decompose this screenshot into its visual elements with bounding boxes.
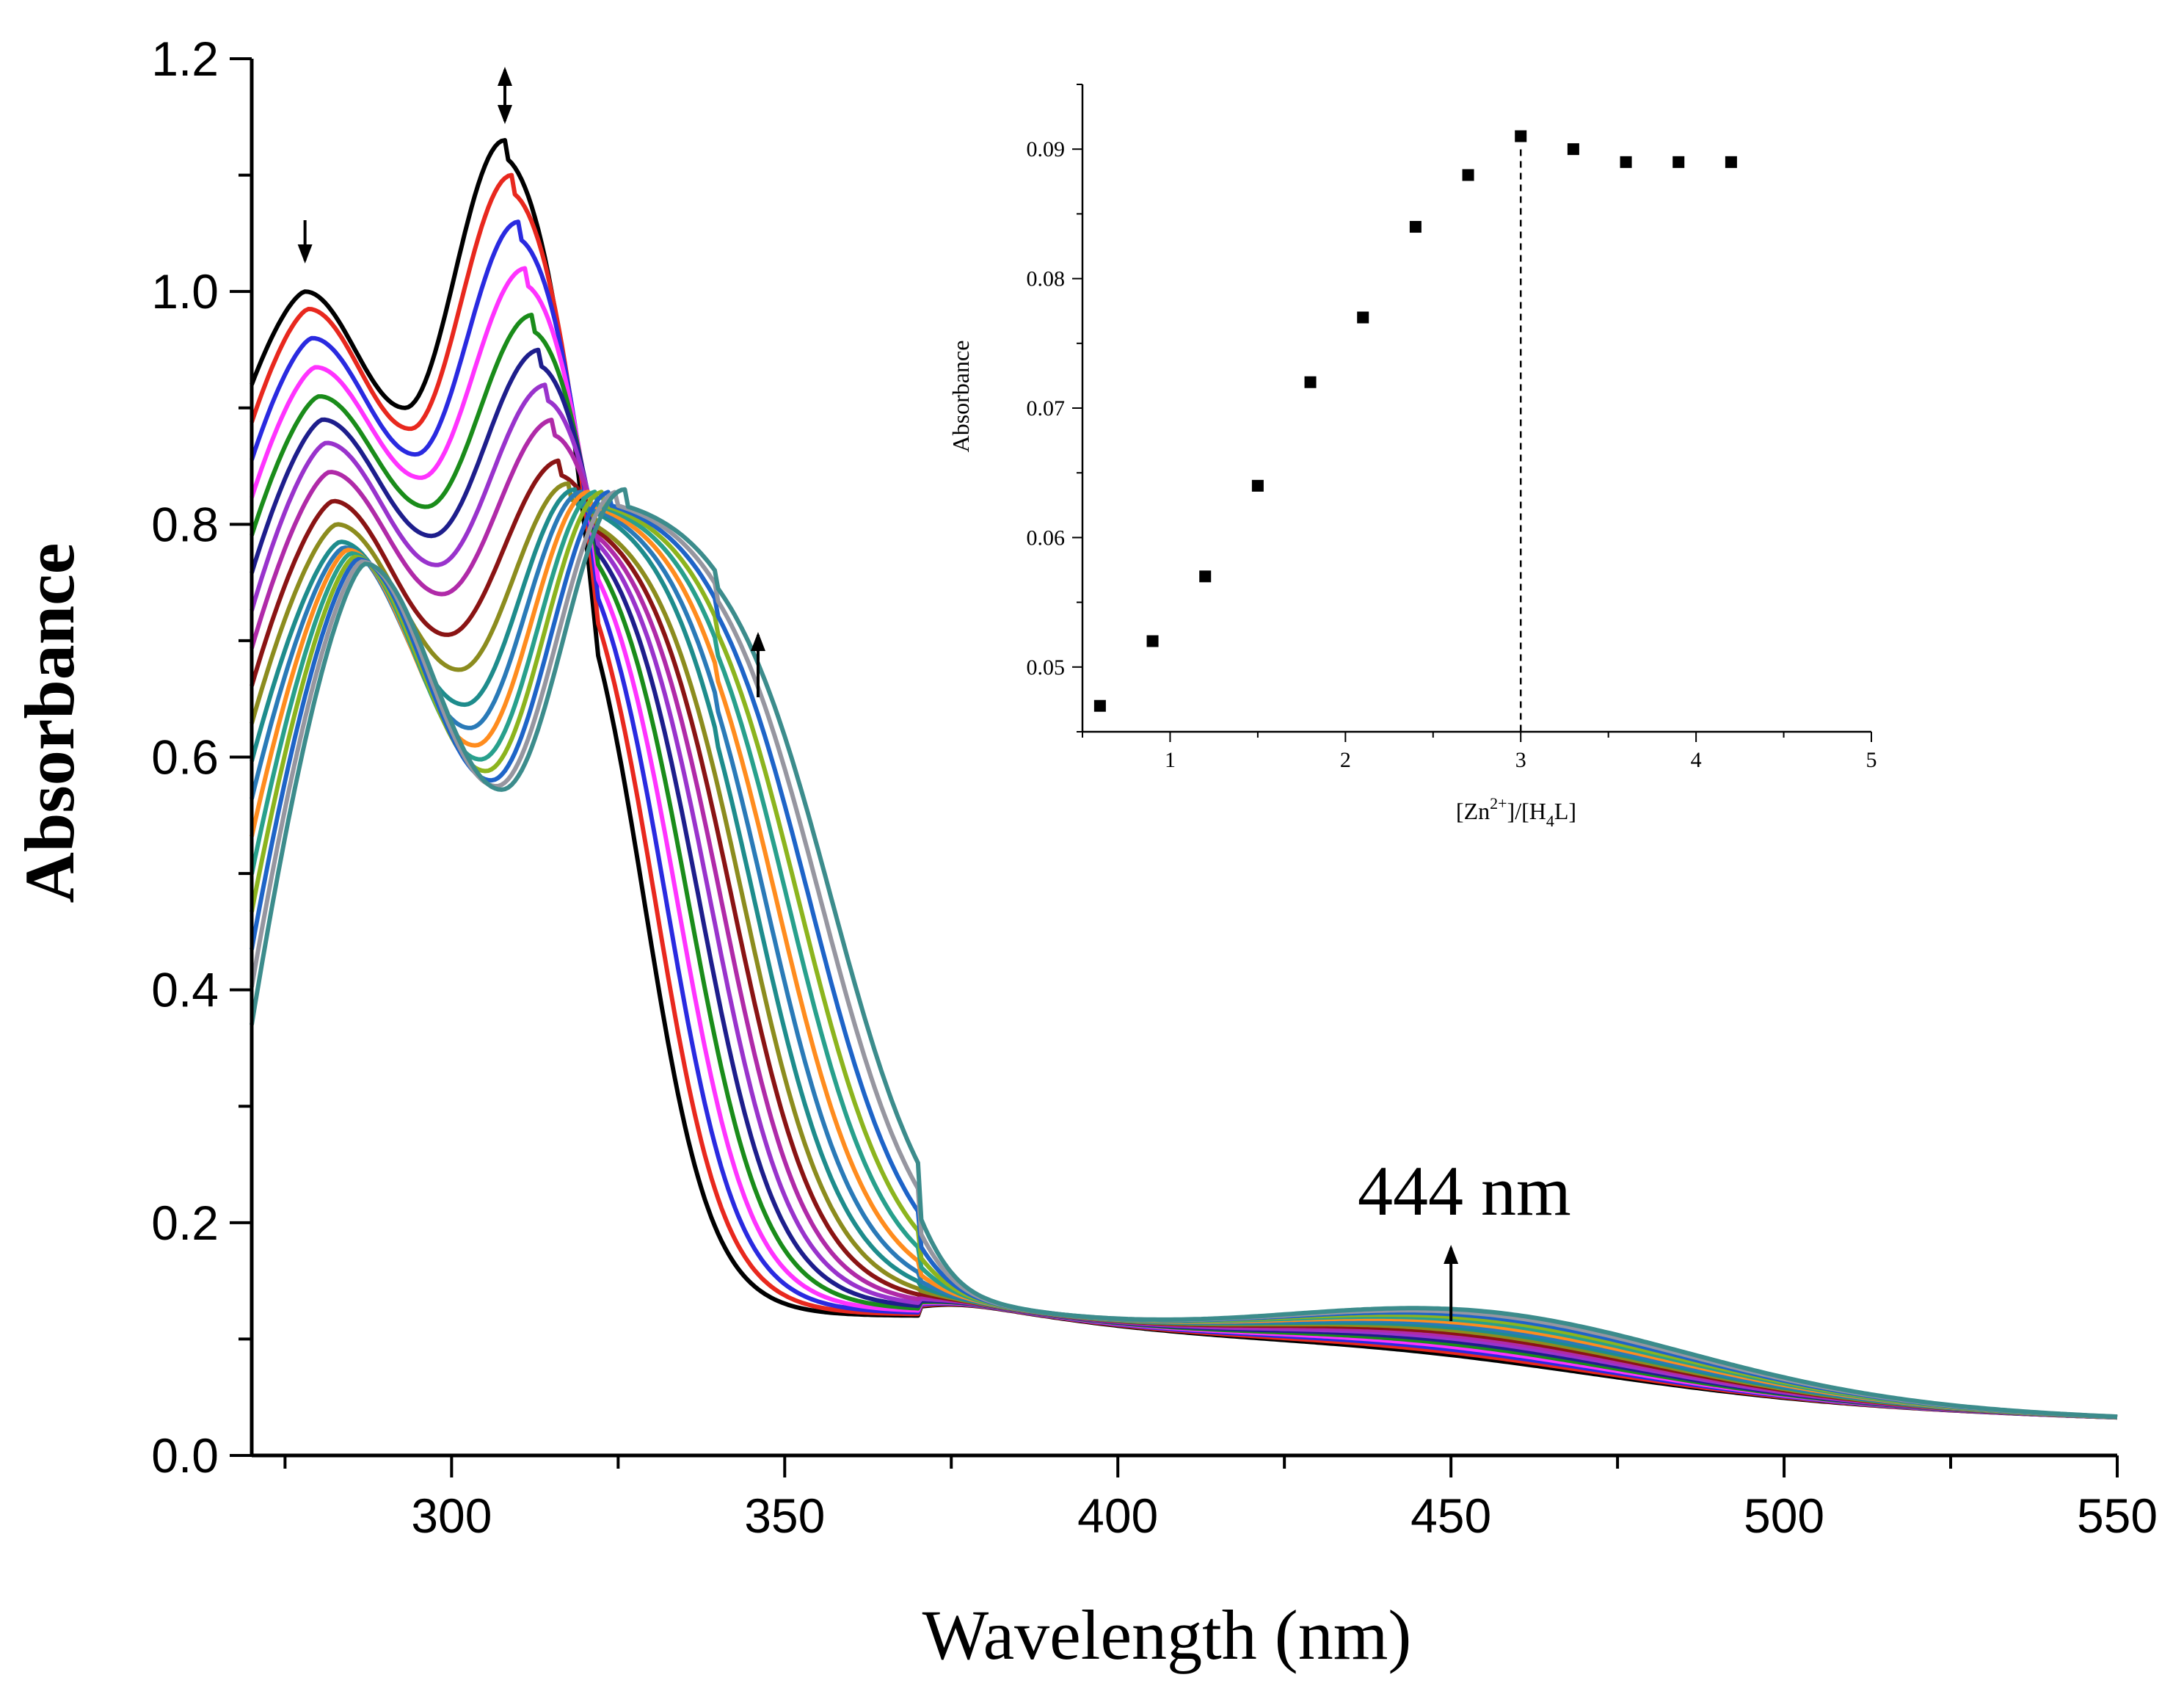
inset-x-tick-label: 2 xyxy=(1340,748,1351,772)
main-x-tick-label: 450 xyxy=(1410,1488,1491,1543)
main-y-tick-label: 0.6 xyxy=(151,730,219,785)
inset-data-point xyxy=(1672,156,1685,168)
spectrum-line-s11 xyxy=(250,490,2118,1419)
inset-axes: 1 2 3 4 5 0.05 0.06 0.07 0.08 0.09 xyxy=(1027,84,1877,772)
inset-points xyxy=(1093,130,1737,712)
inset-data-point xyxy=(1620,156,1632,168)
inset-x-axis-title-part3: L] xyxy=(1554,798,1576,824)
inset-data-point xyxy=(1567,143,1579,156)
inset-y-tick-label: 0.07 xyxy=(1027,396,1066,421)
inset-x-tick-label: 3 xyxy=(1515,748,1526,772)
arrow-updown-308-head-up xyxy=(497,67,512,86)
inset-x-axis-title-part1: [Zn xyxy=(1456,798,1490,824)
inset-x-tick-label: 1 xyxy=(1165,748,1176,772)
spectrum-line-s1 xyxy=(250,172,2118,1420)
inset-data-point xyxy=(1199,570,1212,583)
inset-data-point xyxy=(1357,311,1369,324)
inset-data-point xyxy=(1093,699,1106,712)
arrow-updown-308-head-down xyxy=(497,105,512,124)
main-spectra xyxy=(250,138,2118,1420)
inset-y-tick-label: 0.08 xyxy=(1027,267,1066,291)
inset-y-tick-label: 0.06 xyxy=(1027,526,1066,550)
main-annotations: 444 nm xyxy=(297,67,1571,1321)
main-x-tick-label: 550 xyxy=(2077,1488,2158,1543)
spectrum-line-s12 xyxy=(250,490,2118,1419)
main-y-tick-label: 0.2 xyxy=(151,1196,219,1250)
main-y-axis-title: Absorbance xyxy=(10,543,89,904)
inset-x-tick-label: 4 xyxy=(1691,748,1702,772)
inset-y-tick-label: 0.09 xyxy=(1027,137,1066,161)
main-y-tick-label: 0.4 xyxy=(151,963,219,1017)
inset-x-axis-title: [Zn2+]/[H4L] xyxy=(1456,794,1576,830)
main-chart: 300 350 400 450 500 5500.00.20.40.60.81.01.2 … xyxy=(10,32,2158,1674)
annotation-444nm: 444 nm xyxy=(1358,1152,1571,1230)
inset-x-axis-title-part2: ]/[H xyxy=(1507,798,1546,824)
inset-data-point xyxy=(1304,376,1317,388)
main-x-tick-label: 500 xyxy=(1744,1488,1824,1543)
spectrum-line-s17 xyxy=(250,487,2118,1419)
inset-data-point xyxy=(1462,169,1474,181)
arrow-up-450-head-up xyxy=(1444,1245,1459,1264)
inset-data-point xyxy=(1251,479,1264,492)
spectrum-line-s8 xyxy=(250,458,2118,1419)
main-y-tick-label: 1.0 xyxy=(151,264,219,319)
main-x-tick-label: 400 xyxy=(1077,1488,1158,1543)
spectrum-line-s13 xyxy=(250,490,2118,1419)
main-axes: 300 350 400 450 500 550 0.0 0.2 0.4 0.6 0.8 1.0 1.2 xyxy=(151,32,2158,1543)
spectrum-line-s6 xyxy=(250,382,2118,1419)
inset-data-point xyxy=(1146,635,1159,647)
inset-y-axis-title: Absorbance xyxy=(947,341,974,453)
arrow-up-346-head-up xyxy=(750,632,765,651)
inset-x-tick-label: 5 xyxy=(1866,748,1877,772)
main-y-tick-label: 0.8 xyxy=(151,497,219,551)
spectrum-line-s15 xyxy=(250,490,2118,1419)
inset-x-axis-title-sup1: 2+ xyxy=(1490,794,1507,812)
spectrum-line-s16 xyxy=(250,490,2118,1419)
arrow-down-278-head-down xyxy=(297,244,313,263)
inset-data-point xyxy=(1725,156,1737,168)
spectrum-line-s2 xyxy=(250,219,2118,1420)
inset-x-axis-title-sub1: 4 xyxy=(1546,812,1554,830)
inset-data-point xyxy=(1515,130,1527,142)
main-x-tick-label: 350 xyxy=(744,1488,825,1543)
main-x-tick-label: 300 xyxy=(411,1488,492,1543)
main-y-tick-label: 0.0 xyxy=(151,1428,219,1483)
spectrum-line-s4 xyxy=(250,313,2118,1419)
inset-chart: 1 2 3 4 5 0.05 0.06 0.07 0.08 0.09 Absorbance [Zn… xyxy=(947,84,1877,830)
inset-data-point xyxy=(1409,221,1422,233)
main-x-axis-title: Wavelength (nm) xyxy=(922,1596,1412,1674)
spectrum-line-s7 xyxy=(250,418,2118,1419)
inset-y-tick-label: 0.05 xyxy=(1027,655,1066,680)
spectrum-line-0-equiv xyxy=(250,138,2118,1420)
spectrum-line-s14 xyxy=(250,490,2118,1419)
main-y-tick-label: 1.2 xyxy=(151,32,219,86)
spectrum-line-s5 xyxy=(250,347,2118,1419)
